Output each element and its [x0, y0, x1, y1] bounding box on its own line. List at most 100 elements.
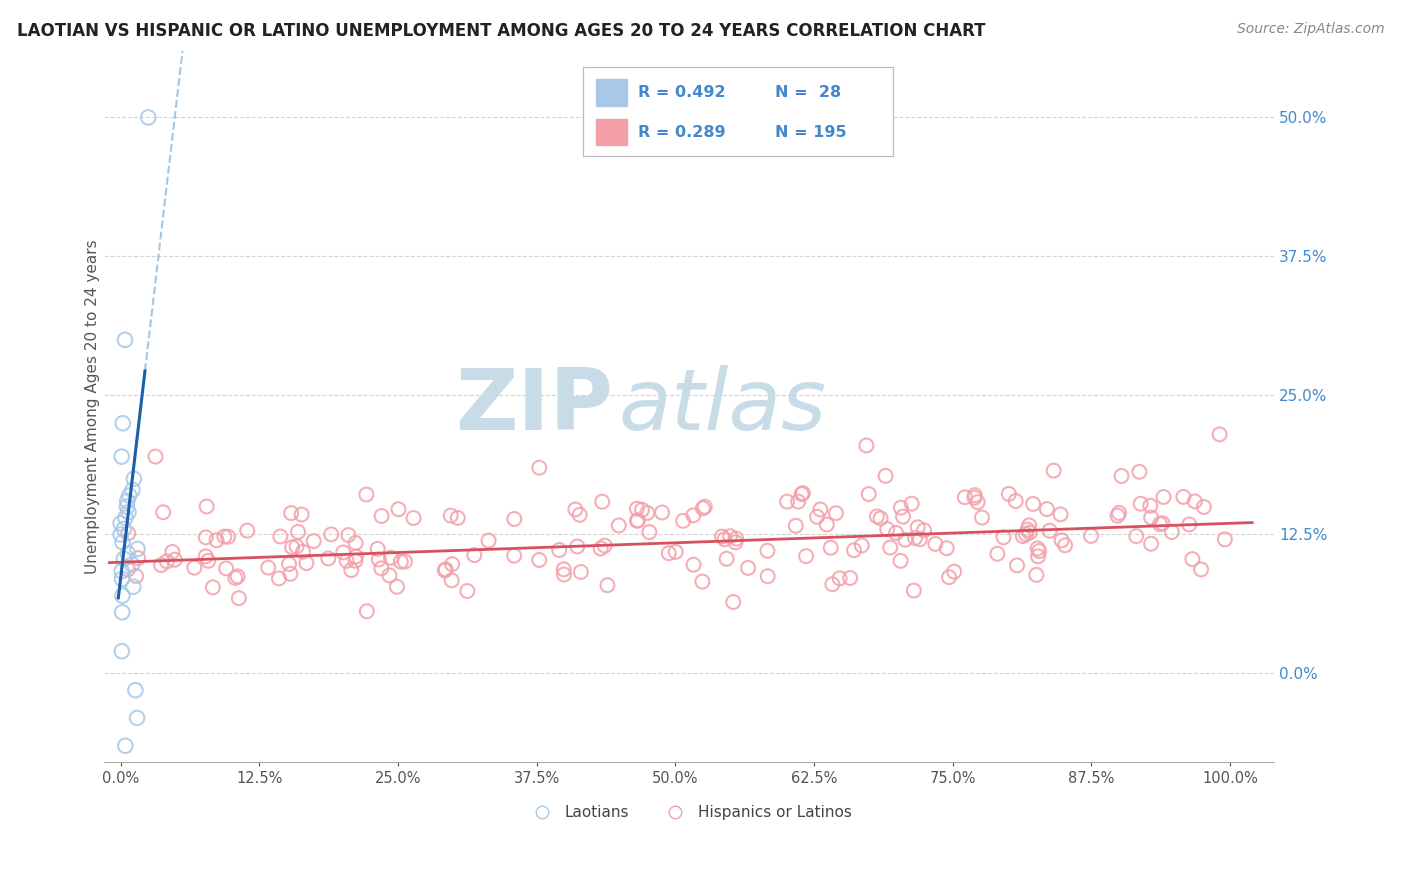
Point: [529, 460, 551, 475]
Point: [890, 500, 912, 515]
Point: [842, 543, 865, 558]
Point: [1012, 529, 1035, 543]
Point: [114, 510, 136, 524]
Point: [110, 516, 132, 531]
Point: [806, 509, 828, 524]
Text: ZIP: ZIP: [456, 365, 613, 448]
Point: [111, 589, 134, 603]
Point: [344, 536, 367, 550]
Point: [665, 545, 688, 559]
Point: [1039, 524, 1062, 538]
Point: [1018, 525, 1040, 540]
Point: [1036, 502, 1059, 516]
Point: [820, 541, 842, 555]
Point: [638, 525, 661, 540]
Point: [756, 543, 779, 558]
Point: [894, 533, 917, 547]
Point: [993, 530, 1015, 544]
Point: [692, 574, 714, 589]
Point: [1017, 523, 1039, 537]
Point: [787, 494, 810, 508]
Point: [821, 577, 844, 591]
Point: [344, 554, 367, 568]
Point: [1080, 529, 1102, 543]
Point: [567, 540, 589, 554]
Text: N = 195: N = 195: [775, 125, 846, 139]
Point: [115, 494, 138, 508]
Point: [332, 545, 354, 559]
Point: [785, 518, 807, 533]
Point: [217, 530, 239, 544]
Point: [370, 561, 392, 575]
Point: [682, 558, 704, 572]
Point: [1173, 490, 1195, 504]
Point: [152, 505, 174, 519]
Point: [117, 562, 139, 576]
Point: [724, 535, 747, 549]
Point: [591, 494, 613, 508]
Point: [651, 506, 673, 520]
Point: [626, 501, 648, 516]
Point: [1192, 500, 1215, 514]
Point: [111, 416, 134, 430]
Point: [121, 483, 143, 497]
Point: [387, 502, 409, 516]
Point: [725, 532, 748, 546]
Point: [908, 533, 931, 547]
Point: [693, 500, 716, 514]
Point: [111, 535, 134, 549]
Point: [953, 490, 976, 504]
Point: [163, 552, 186, 566]
Point: [1018, 518, 1040, 533]
Point: [112, 522, 135, 536]
Point: [1184, 494, 1206, 508]
Point: [1140, 537, 1163, 551]
Y-axis label: Unemployment Among Ages 20 to 24 years: Unemployment Among Ages 20 to 24 years: [86, 239, 100, 574]
Point: [111, 644, 134, 658]
Point: [1004, 494, 1026, 508]
Point: [280, 506, 302, 520]
Point: [117, 546, 139, 560]
Point: [337, 528, 360, 542]
Point: [110, 527, 132, 541]
Point: [125, 711, 148, 725]
Point: [224, 571, 246, 585]
Point: [440, 508, 463, 523]
Point: [890, 554, 912, 568]
Point: [1128, 465, 1150, 479]
Text: Source: ZipAtlas.com: Source: ZipAtlas.com: [1237, 22, 1385, 37]
Point: [1140, 510, 1163, 524]
Point: [553, 567, 575, 582]
Point: [201, 580, 224, 594]
Point: [1025, 567, 1047, 582]
Point: [344, 549, 367, 564]
Point: [721, 595, 744, 609]
Point: [150, 558, 173, 572]
Point: [214, 530, 236, 544]
Point: [503, 512, 526, 526]
Point: [195, 500, 218, 514]
Point: [285, 540, 308, 554]
Point: [267, 571, 290, 585]
Point: [737, 561, 759, 575]
Point: [876, 522, 898, 536]
Point: [839, 571, 862, 585]
Point: [553, 562, 575, 576]
Point: [433, 563, 456, 577]
Point: [125, 569, 148, 583]
Point: [792, 486, 814, 500]
Point: [998, 487, 1021, 501]
Point: [1042, 464, 1064, 478]
Point: [593, 539, 616, 553]
Point: [828, 571, 851, 585]
Point: [127, 541, 149, 556]
Point: [197, 554, 219, 568]
Point: [924, 537, 946, 551]
Point: [564, 502, 586, 516]
Point: [440, 574, 463, 588]
Point: [115, 500, 138, 514]
Point: [205, 533, 228, 548]
Point: [891, 509, 914, 524]
Point: [111, 572, 134, 586]
Point: [111, 605, 134, 619]
